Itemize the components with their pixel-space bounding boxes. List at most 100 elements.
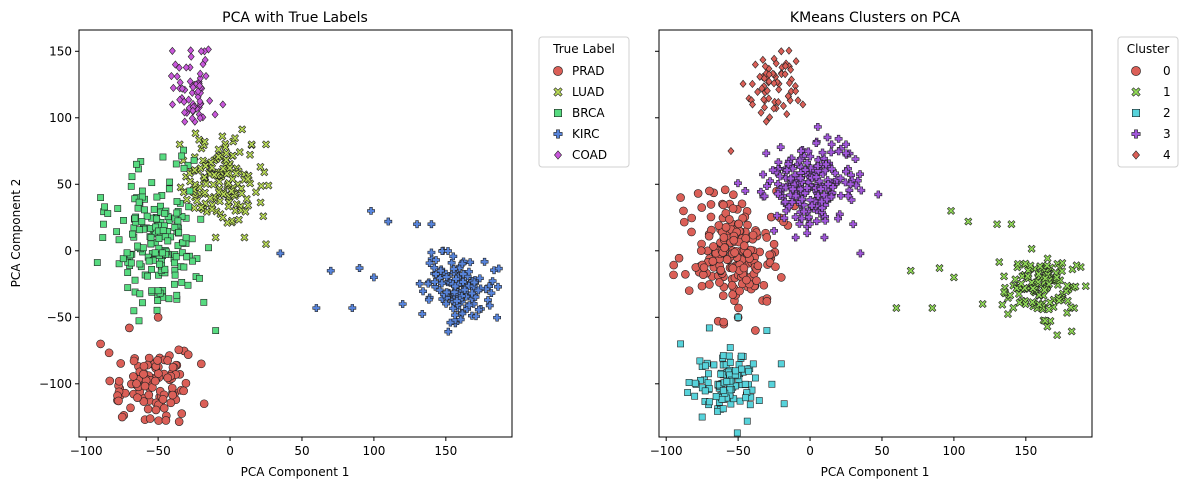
series-0-point (776, 273, 786, 282)
series-0-point (706, 212, 716, 222)
series-1-point (1063, 281, 1072, 290)
series-0-point (697, 281, 707, 291)
series-1-point (935, 264, 944, 273)
series-luad-point (224, 202, 233, 211)
series-prad-point (183, 350, 193, 359)
series-0-point (669, 270, 678, 280)
series-3-point (823, 133, 832, 142)
series-kirc-point (452, 275, 460, 283)
left-scatter-panel: PCA with True Labels −100 −50 0 50 100 150 −1… (9, 10, 630, 479)
series-brca-point (155, 235, 163, 242)
y-tick-label: −50 (47, 310, 72, 324)
series-brca-point (165, 185, 173, 193)
y-tick-label: 150 (49, 44, 72, 58)
series-kirc-point (475, 274, 484, 283)
series-prad-point (129, 356, 139, 366)
series-brca-point (124, 284, 132, 292)
series-brca-point (124, 269, 132, 276)
legend-label: LUAD (572, 85, 604, 99)
series-3-point (814, 191, 822, 200)
series-3-point (791, 191, 800, 200)
series-luad-point (240, 233, 249, 242)
series-kirc-point (494, 264, 503, 273)
series-4-point (787, 65, 795, 74)
series-4-point (761, 62, 769, 71)
series-0-point (687, 213, 697, 223)
series-4-point (781, 70, 789, 79)
series-1-point (1021, 259, 1030, 268)
series-prad-point (177, 409, 187, 418)
series-kirc-point (442, 299, 450, 308)
series-prad-point (159, 403, 169, 413)
series-brca-point (155, 244, 163, 252)
series-2-point (726, 344, 734, 351)
left-legend-entries: PRAD LUAD BRCA KIRC COAD (553, 64, 607, 162)
series-1-point (1035, 300, 1044, 309)
series-prad-point (114, 396, 123, 406)
series-2-point (702, 362, 709, 370)
series-kirc-point (418, 310, 427, 318)
series-brca-point (100, 220, 107, 228)
series-0-point (725, 215, 734, 224)
series-4-point (770, 104, 778, 113)
series-3-point (842, 149, 850, 158)
series-luad-point (200, 173, 209, 182)
series-1-point (1081, 282, 1090, 291)
series-brca-point (128, 173, 136, 181)
series-4-point (792, 87, 800, 96)
x-tick-label: −50 (725, 444, 750, 458)
series-brca-point (188, 235, 196, 243)
series-0-point (769, 239, 779, 249)
series-0-point (684, 286, 694, 295)
series-2-point (732, 367, 739, 375)
series-3-point (796, 174, 805, 183)
series-luad-point (223, 218, 232, 227)
series-kirc-point (442, 288, 451, 297)
series-1-point (1044, 305, 1053, 314)
series-4-point (782, 61, 789, 71)
series-3-point (842, 140, 850, 149)
series-0-point (730, 248, 739, 257)
series-coad-point (189, 83, 197, 92)
series-3-point (812, 217, 821, 226)
series-2-point (719, 352, 727, 360)
left-point-layer (93, 45, 503, 426)
series-kirc-point (460, 285, 469, 294)
series-0-point (742, 275, 751, 285)
series-coad-point (196, 69, 204, 78)
series-0-point (727, 281, 737, 290)
series-luad-point (227, 187, 236, 196)
series-2-point (705, 370, 712, 378)
series-0-point (697, 203, 707, 212)
x-tick-label: 50 (874, 444, 889, 458)
series-coad-point (171, 60, 179, 69)
series-luad-point (247, 140, 256, 149)
series-brca-point (114, 205, 122, 212)
series-brca-point (196, 274, 203, 282)
series-coad-point (178, 84, 186, 93)
series-brca-point (171, 224, 179, 231)
series-brca-point (119, 255, 127, 263)
series-3-point (795, 156, 804, 165)
series-prad-point (126, 403, 135, 413)
series-kirc-point (431, 270, 440, 278)
series-4-point (794, 96, 802, 105)
series-brca-point (138, 187, 146, 195)
series-0-point (715, 278, 724, 287)
series-2-point (719, 387, 727, 394)
series-brca-point (182, 234, 190, 242)
right-x-axis-label: PCA Component 1 (821, 465, 930, 479)
series-luad-point (251, 188, 260, 197)
series-luad-point (207, 205, 217, 214)
series-kirc-point (370, 273, 378, 282)
series-0-point (714, 221, 724, 230)
series-3-point (774, 158, 783, 167)
series-kirc-point (398, 300, 407, 308)
series-brca-point (131, 195, 139, 203)
series-0-point (722, 255, 732, 264)
series-prad-point (105, 376, 115, 386)
series-coad-point (169, 83, 177, 92)
x-tick-label: −50 (145, 444, 170, 458)
series-3-point (846, 180, 855, 189)
